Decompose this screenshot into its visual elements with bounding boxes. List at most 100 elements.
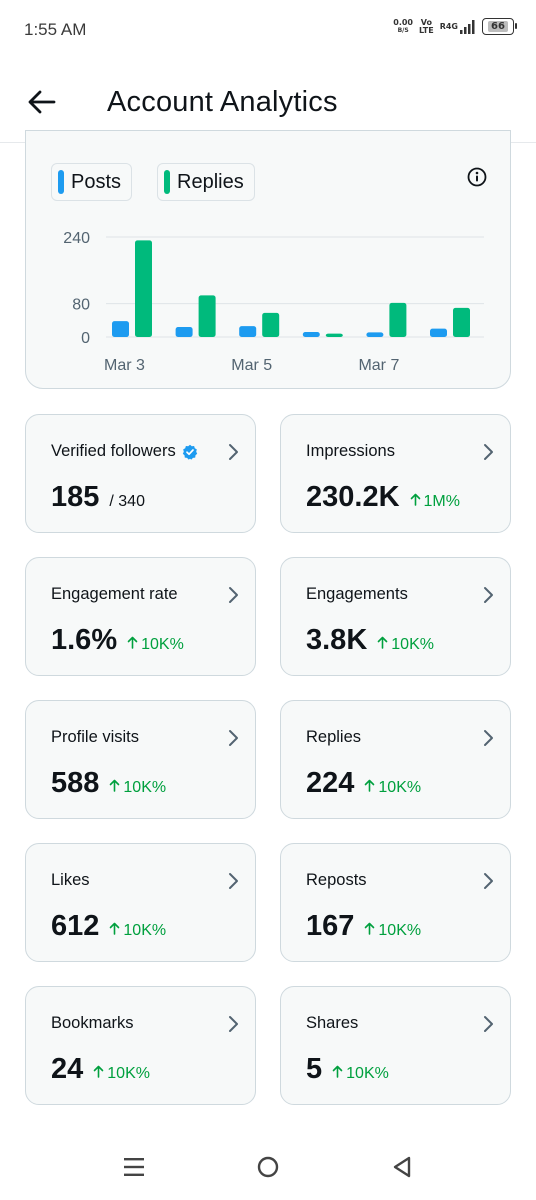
metric-label: Verified followers (51, 442, 198, 461)
arrow-up-icon (127, 636, 138, 649)
metric-label: Likes (51, 871, 90, 889)
metric-value: 1.6% (51, 624, 118, 656)
arrow-up-icon (332, 1065, 343, 1078)
metric-delta: 10K% (364, 922, 421, 940)
back-triangle-icon[interactable] (385, 1150, 419, 1184)
bar-replies-mar-8[interactable] (453, 307, 470, 337)
bar-posts-mar-6[interactable] (302, 332, 320, 337)
signal-icon (460, 19, 475, 34)
metric-value: 588 (51, 767, 100, 799)
metric-label: Engagement rate (51, 585, 178, 603)
metric-card-impressions[interactable]: Impressions 230.2K 1M% (280, 414, 511, 533)
metric-delta: 10K% (109, 922, 166, 940)
metric-card-engagements[interactable]: Engagements 3.8K 10K% (280, 557, 511, 676)
metric-value: 3.8K (306, 624, 368, 656)
metric-label: Engagements (306, 585, 408, 603)
metric-value-row: 224 10K% (306, 767, 421, 800)
chevron-right-icon (484, 730, 493, 746)
metric-value: 185 (51, 481, 100, 513)
bar-posts-mar-8[interactable] (430, 328, 447, 337)
page-title: Account Analytics (107, 86, 338, 118)
chevron-right-icon (484, 1016, 493, 1032)
x-tick-label: Mar 5 (231, 357, 272, 374)
status-bar: 1:55 AM 0.00 B/S Vo LTE R4G 66 (0, 0, 536, 60)
x-tick-label: Mar 7 (358, 357, 399, 374)
arrow-up-icon (110, 779, 120, 792)
bar-chart: 0 80 240 Mar 3 Mar 5 Mar 7 (63, 230, 484, 374)
metric-card-engagement-rate[interactable]: Engagement rate 1.6% 10K% (25, 557, 256, 676)
bar-posts-mar-5[interactable] (239, 326, 257, 337)
bar-posts-mar-7[interactable] (366, 332, 384, 337)
arrow-up-icon (377, 636, 388, 649)
metric-value-row: 185 / 340 (51, 481, 145, 514)
metric-value: 612 (51, 910, 100, 942)
metric-delta: 1M% (410, 493, 460, 511)
bar-posts-mar-4[interactable] (175, 327, 193, 337)
status-icons: 0.00 B/S Vo LTE R4G 66 (393, 17, 517, 35)
activity-chart-card: Posts Replies 0 80 240 Mar 3 Mar 5 Mar 7 (25, 130, 511, 389)
chevron-right-icon (229, 730, 238, 746)
bar-replies-mar-7[interactable] (389, 302, 407, 337)
arrow-up-icon (410, 493, 420, 506)
chevron-right-icon (484, 873, 493, 889)
bar-posts-mar-3[interactable] (112, 321, 129, 337)
arrow-up-icon (110, 922, 120, 935)
chevron-right-icon (484, 587, 493, 603)
metric-value: 230.2K (306, 481, 400, 513)
bar-replies-mar-6[interactable] (325, 333, 343, 337)
status-time: 1:55 AM (24, 20, 87, 39)
chevron-right-icon (229, 444, 238, 460)
metric-card-replies[interactable]: Replies 224 10K% (280, 700, 511, 819)
chevron-right-icon (229, 1016, 238, 1032)
metric-value-row: 1.6% 10K% (51, 624, 184, 657)
metric-value-row: 588 10K% (51, 767, 166, 800)
metric-card-bookmarks[interactable]: Bookmarks 24 10K% (25, 986, 256, 1105)
home-circle-icon[interactable] (251, 1150, 285, 1184)
chevron-right-icon (229, 873, 238, 889)
bar-replies-mar-3[interactable] (135, 240, 152, 337)
system-nav-bar (0, 1130, 536, 1200)
net-speed: 0.00 B/S (393, 17, 413, 34)
metric-card-likes[interactable]: Likes 612 10K% (25, 843, 256, 962)
legend-replies[interactable]: Replies (157, 163, 255, 201)
bar-replies-mar-5[interactable] (262, 312, 280, 337)
legend-posts[interactable]: Posts (51, 163, 133, 201)
metric-value-row: 3.8K 10K% (306, 624, 434, 657)
x-tick-label: Mar 3 (104, 357, 145, 374)
metric-delta: 10K% (109, 779, 166, 797)
info-icon[interactable] (466, 166, 488, 188)
metric-value: 167 (306, 910, 355, 942)
metric-label: Profile visits (51, 728, 140, 746)
metric-delta: 10K% (364, 779, 421, 797)
metric-card-reposts[interactable]: Reposts 167 10K% (280, 843, 511, 962)
arrow-up-icon (365, 779, 375, 792)
network-label: R4G (440, 19, 476, 34)
metric-delta: 10K% (93, 1065, 150, 1083)
chevron-right-icon (229, 587, 238, 603)
metric-value-row: 612 10K% (51, 910, 166, 943)
back-button[interactable] (24, 84, 60, 120)
y-tick-label: 0 (81, 330, 90, 347)
chevron-right-icon (484, 444, 493, 460)
metric-label: Shares (306, 1014, 359, 1032)
arrow-up-icon (93, 1065, 104, 1078)
legend-replies-label: Replies (177, 170, 244, 193)
bar-replies-mar-4[interactable] (198, 295, 216, 337)
metric-card-shares[interactable]: Shares 5 10K% (280, 986, 511, 1105)
battery-icon: 66 (482, 18, 517, 35)
metric-label: Replies (306, 728, 362, 746)
metric-label: Bookmarks (51, 1014, 134, 1032)
metric-card-verified-followers[interactable]: Verified followers 185 / 340 (25, 414, 256, 533)
metric-value-row: 167 10K% (306, 910, 421, 943)
metric-delta: 10K% (127, 636, 184, 654)
arrow-left-icon (28, 90, 56, 114)
metric-value-row: 5 10K% (306, 1053, 389, 1086)
metric-value: 24 (51, 1053, 84, 1085)
metric-value-row: 24 10K% (51, 1053, 150, 1086)
verified-badge-icon (182, 444, 197, 460)
metric-total: / 340 (109, 493, 145, 510)
metric-label: Reposts (306, 871, 367, 889)
metric-label: Impressions (306, 442, 395, 460)
metric-card-profile-visits[interactable]: Profile visits 588 10K% (25, 700, 256, 819)
menu-icon[interactable] (117, 1150, 151, 1184)
